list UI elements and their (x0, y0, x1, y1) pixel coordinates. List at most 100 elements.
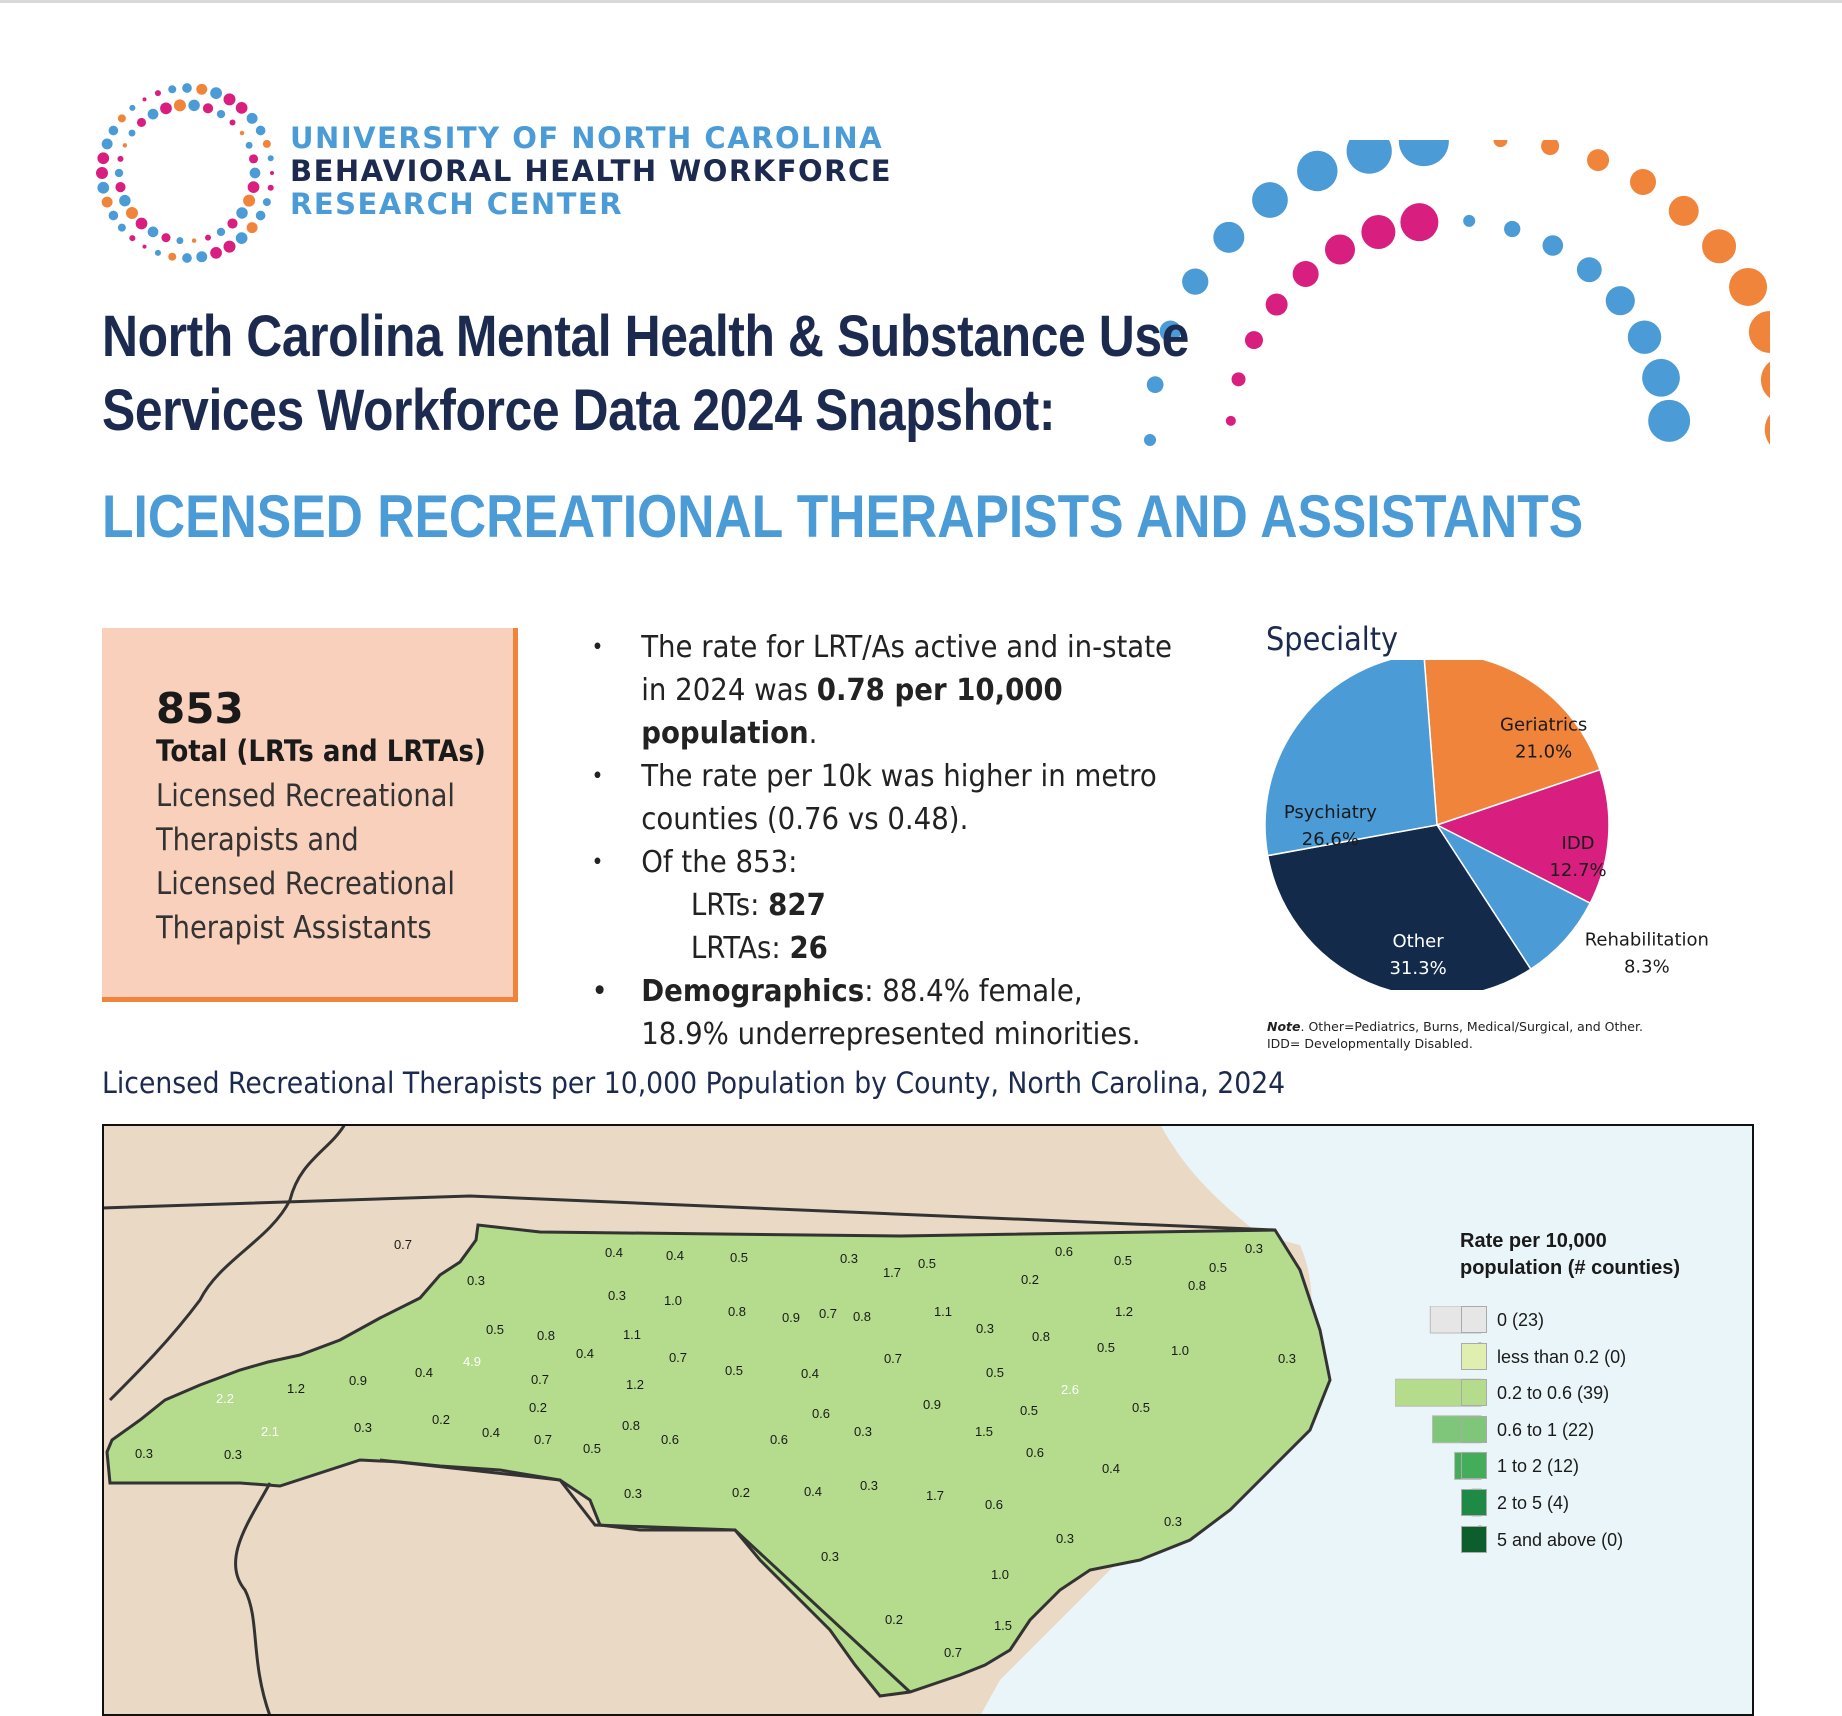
arc-dot (1244, 331, 1263, 350)
arc-dot (1182, 268, 1209, 295)
pie-chart-note: Note. Other=Pediatrics, Burns, Medical/S… (1267, 1019, 1643, 1051)
key-facts-list: • The rate for LRT/As active and in-state… (586, 626, 1226, 1056)
county-rate-label: 1.1 (623, 1327, 641, 1342)
county-rate-label: 0.3 (976, 1321, 994, 1336)
county-rate-label: 0.4 (605, 1245, 623, 1260)
logo-dot (115, 182, 126, 193)
state-border-ga (234, 1482, 272, 1716)
logo-dot (223, 93, 236, 106)
page-title: North Carolina Mental Health & Substance… (102, 300, 1189, 448)
pie-chart-title: Specialty (1266, 620, 1399, 658)
total-stat-box: 853 Total (LRTs and LRTAs) Licensed Recr… (102, 628, 518, 1002)
county-rate-label: 0.2 (432, 1412, 450, 1427)
pie-value-idd: 12.7% (1549, 860, 1606, 881)
arc-dot (1605, 286, 1635, 316)
legend-label: 0.6 to 1 (22) (1497, 1419, 1595, 1440)
map-title: Licensed Recreational Therapists per 10,… (102, 1066, 1286, 1100)
legend-title: Rate per 10,000 population (# counties) (1460, 1230, 1680, 1279)
logo-dot (246, 222, 258, 234)
county-rate-label: 1.2 (1115, 1304, 1133, 1319)
legend-swatch (1461, 1525, 1487, 1553)
county-rate-label: 0.4 (415, 1365, 433, 1380)
logo-dot (154, 90, 161, 97)
arc-dot (1587, 149, 1610, 172)
logo-dot (147, 108, 159, 120)
arc-dot (1630, 168, 1657, 195)
county-rate-label: 0.5 (486, 1322, 504, 1337)
logo-dot (191, 238, 197, 243)
pie-label-rehabilitation: Rehabilitation (1585, 929, 1709, 950)
arc-dot (1297, 150, 1338, 192)
arc-dot (1627, 320, 1662, 354)
org-line-3: RESEARCH CENTER (290, 187, 624, 221)
logo-dot (168, 252, 177, 261)
logo-dot (270, 171, 274, 175)
logo-dot (160, 102, 172, 115)
arc-dot (1398, 140, 1449, 167)
logo-dot (173, 99, 186, 112)
logo-dot (210, 247, 222, 259)
logo-dot (101, 196, 113, 208)
logo-dot (142, 244, 147, 249)
county-rate-label: 0.2 (1021, 1272, 1039, 1287)
logo-dot (267, 155, 274, 162)
logo-dot (249, 167, 261, 179)
logo-dot (202, 103, 214, 114)
legend-swatch (1461, 1489, 1487, 1516)
county-rate-label: 0.3 (1164, 1514, 1182, 1529)
pie-value-rehabilitation: 8.3% (1624, 956, 1670, 977)
county-rate-label: 0.2 (732, 1485, 750, 1500)
county-rate-label: 0.7 (534, 1432, 552, 1447)
arc-dot (1463, 214, 1476, 227)
logo-dot (114, 168, 124, 178)
legend-label: less than 0.2 (0) (1497, 1346, 1627, 1367)
pie-label-idd: IDD (1562, 833, 1595, 854)
logo-dot (119, 194, 131, 207)
legend-label: 0.2 to 0.6 (39) (1497, 1383, 1610, 1404)
logo-dot (223, 240, 236, 253)
arc-dot (1265, 293, 1288, 316)
logo-dot (117, 155, 124, 162)
legend-label: 0 (23) (1497, 1310, 1545, 1330)
total-label: Total (LRTs and LRTAs) (156, 734, 486, 768)
arc-dot (1748, 310, 1770, 353)
arc-dot (1764, 414, 1770, 445)
logo-dot (128, 129, 136, 137)
county-rate-label: 1.7 (926, 1488, 944, 1503)
logo-dot (122, 143, 128, 148)
top-rule (0, 0, 1842, 3)
county-rate-label: 0.3 (624, 1486, 642, 1501)
county-rate-label: 1.1 (934, 1304, 952, 1319)
county-rate-label: 0.3 (821, 1549, 839, 1564)
logo-dot (255, 210, 266, 221)
title-line-1: North Carolina Mental Health & Substance… (102, 304, 1189, 369)
county-rate-label: 0.5 (1132, 1400, 1150, 1415)
pie-label-psychiatry: Psychiatry (1284, 802, 1377, 823)
legend-label: 2 to 5 (4) (1497, 1493, 1570, 1513)
title-line-2: Services Workforce Data 2024 Snapshot: (102, 378, 1056, 443)
county-rate-label: 0.3 (1245, 1241, 1263, 1256)
logo-dot (216, 227, 226, 237)
legend-swatch (1461, 1379, 1487, 1407)
county-rate-label: 0.3 (608, 1288, 626, 1303)
county-rate-label: 1.2 (626, 1377, 644, 1392)
logo-dot (229, 119, 236, 126)
county-rate-label: 0.3 (1278, 1351, 1296, 1366)
logo-dot (246, 112, 258, 124)
county-rate-label: 2.1 (261, 1424, 279, 1439)
county-rate-label: 0.3 (135, 1446, 153, 1461)
logo-dot (239, 130, 245, 136)
fact-metro: • The rate per 10k was higher in metro co… (591, 759, 1157, 837)
logo-dot (101, 138, 113, 150)
arc-dot (1225, 415, 1236, 426)
logo-dot (235, 232, 248, 244)
org-name: UNIVERSITY OF NORTH CAROLINA BEHAVIORAL … (290, 122, 892, 221)
logo-dot (154, 249, 161, 256)
county-rate-label: 0.8 (853, 1309, 871, 1324)
pie-slice-idd (1435, 768, 1610, 905)
logo-dot (182, 83, 192, 93)
arc-dot (1252, 182, 1288, 218)
arc-dot (1576, 257, 1602, 283)
county-rate-label: 0.7 (944, 1645, 962, 1660)
county-rate-label: 0.5 (1114, 1253, 1132, 1268)
